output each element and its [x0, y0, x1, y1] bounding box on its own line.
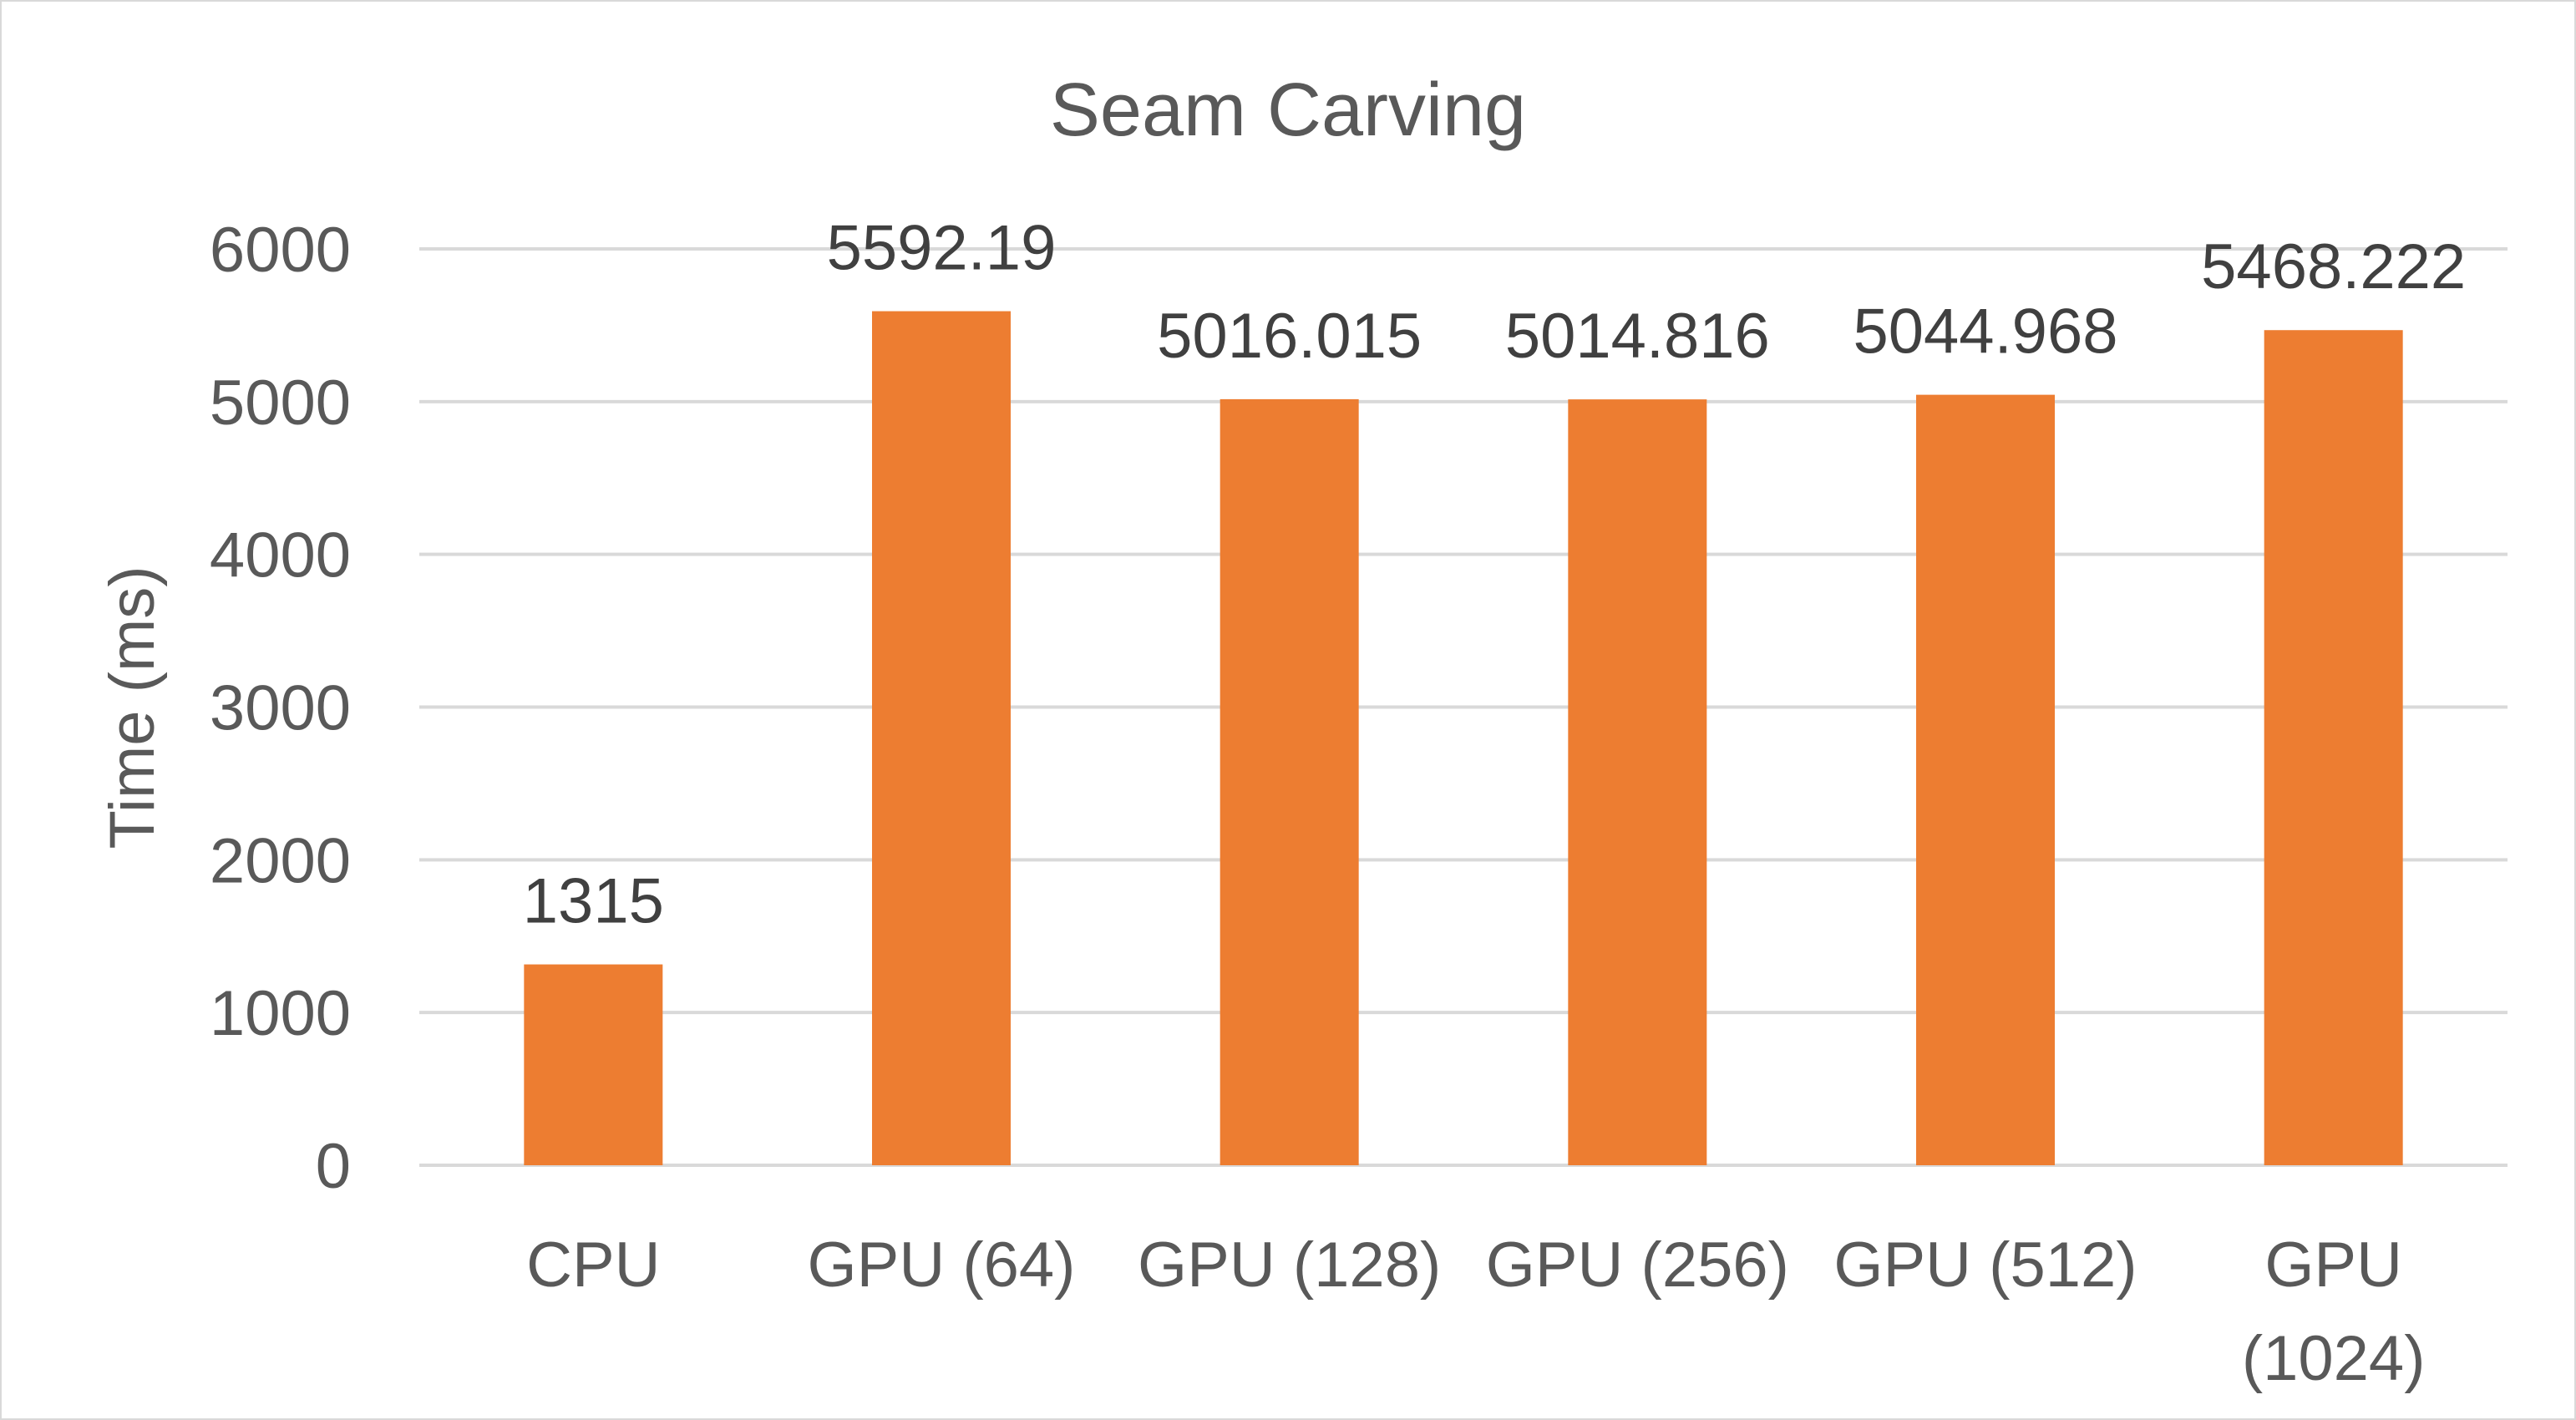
bar [872, 311, 1011, 1165]
y-tick-label: 3000 [210, 673, 351, 744]
y-tick-label: 6000 [210, 215, 351, 286]
category-label: GPU (64) [808, 1230, 1076, 1301]
y-tick-label: 4000 [210, 520, 351, 591]
gridlines [419, 247, 2508, 1167]
y-tick-label: 2000 [210, 825, 351, 896]
bar [524, 964, 663, 1165]
category-label-line: GPU (256) [1486, 1230, 1789, 1301]
category-label: CPU [526, 1230, 660, 1301]
data-labels: 1315 5592.19 5016.015 5014.816 5044.968 5468.… [523, 213, 2466, 937]
y-axis-label: Time (ms) [97, 565, 168, 849]
data-label: 1315 [523, 866, 664, 937]
bar [1916, 394, 2055, 1165]
bar [2264, 330, 2403, 1165]
bar [1220, 398, 1359, 1165]
data-label: 5044.968 [1853, 297, 2118, 368]
y-tick-label: 0 [316, 1131, 351, 1202]
y-tick-label: 5000 [210, 368, 351, 439]
data-label: 5014.816 [1505, 301, 1770, 372]
y-axis-ticks: 0 1000 2000 3000 4000 5000 6000 [210, 215, 351, 1202]
bar [1568, 399, 1707, 1165]
data-label: 5468.222 [2201, 231, 2466, 302]
category-label: GPU (128) [1138, 1230, 1441, 1301]
category-label: GPU (1024) [2242, 1230, 2426, 1394]
category-label-line: CPU [526, 1230, 660, 1301]
x-axis-categories: CPU GPU (64) GPU (128) GPU (256) GPU (512) GP… [526, 1230, 2425, 1394]
bars [524, 311, 2403, 1165]
category-label-line: GPU (128) [1138, 1230, 1441, 1301]
category-label-line: (1024) [2242, 1323, 2426, 1394]
category-label-line: GPU (64) [808, 1230, 1076, 1301]
y-tick-label: 1000 [210, 978, 351, 1049]
category-label: GPU (512) [1833, 1230, 2137, 1301]
data-label: 5592.19 [827, 213, 1057, 284]
category-label-line: GPU [2264, 1230, 2402, 1301]
category-label: GPU (256) [1486, 1230, 1789, 1301]
category-label-line: GPU (512) [1833, 1230, 2137, 1301]
chart-title: Seam Carving [1050, 68, 1526, 152]
data-label: 5016.015 [1157, 301, 1422, 372]
